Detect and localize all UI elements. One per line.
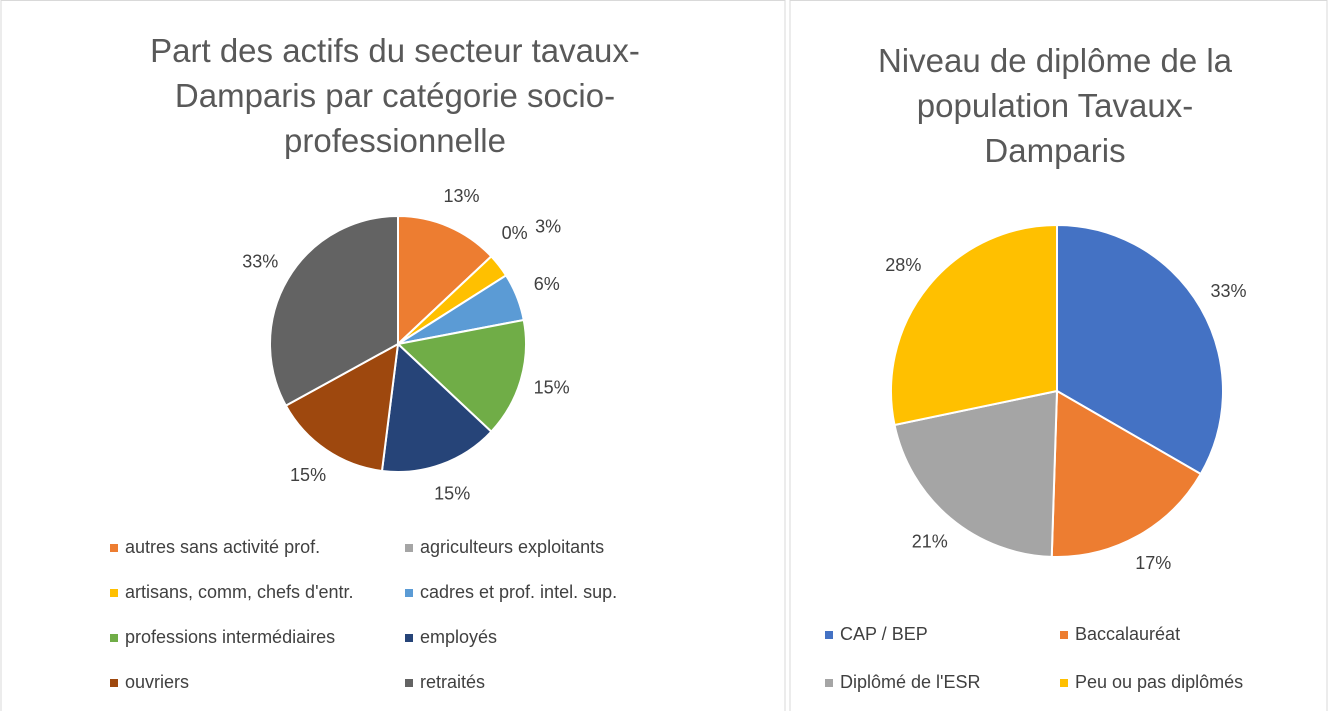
legend-marker bbox=[405, 634, 413, 642]
data-label: 0% bbox=[502, 223, 528, 243]
legend-marker bbox=[825, 679, 833, 687]
pie-slice bbox=[1050, 389, 1203, 558]
data-label: 21% bbox=[912, 531, 948, 551]
legend-label: employés bbox=[420, 627, 497, 647]
legend-label: agriculteurs exploitants bbox=[420, 537, 604, 557]
pie-slice bbox=[890, 223, 1058, 427]
legend-label: professions intermédiaires bbox=[125, 627, 335, 647]
legend-marker bbox=[1060, 679, 1068, 687]
chart-title: Part des actifs du secteur tavaux-Dampar… bbox=[150, 32, 640, 159]
panel-border bbox=[789, 0, 1328, 711]
data-label: 3% bbox=[535, 216, 561, 236]
panel-border bbox=[0, 0, 786, 711]
legend-label: cadres et prof. intel. sup. bbox=[420, 582, 617, 602]
data-label: 13% bbox=[444, 186, 480, 206]
legend-marker bbox=[405, 544, 413, 552]
pie-slice bbox=[380, 341, 493, 473]
pie-slice bbox=[395, 318, 527, 434]
legend-label: artisans, comm, chefs d'entr. bbox=[125, 582, 354, 602]
data-label: 33% bbox=[1210, 281, 1246, 301]
data-label: 6% bbox=[534, 274, 560, 294]
pie-slice bbox=[269, 214, 399, 408]
legend-label: autres sans activité prof. bbox=[125, 537, 320, 557]
legend-label: Peu ou pas diplômés bbox=[1075, 672, 1243, 692]
pie-slice bbox=[397, 214, 493, 347]
legend-marker bbox=[110, 634, 118, 642]
legend-marker bbox=[405, 679, 413, 687]
data-label: 15% bbox=[290, 465, 326, 485]
pie-slice bbox=[284, 342, 400, 473]
legend-label: ouvriers bbox=[125, 672, 189, 692]
legend-label: CAP / BEP bbox=[840, 624, 928, 644]
legend-marker bbox=[405, 589, 413, 597]
data-label: 33% bbox=[242, 251, 278, 271]
legend-marker bbox=[110, 679, 118, 687]
legend-marker bbox=[110, 589, 118, 597]
legend-label: Baccalauréat bbox=[1075, 624, 1180, 644]
legend-label: retraités bbox=[420, 672, 485, 692]
legend-marker bbox=[110, 544, 118, 552]
data-label: 15% bbox=[434, 483, 470, 503]
chart-title: Niveau de diplôme de la population Tavau… bbox=[877, 42, 1233, 169]
legend-marker bbox=[1060, 631, 1068, 639]
legend-marker bbox=[825, 631, 833, 639]
data-label: 28% bbox=[885, 255, 921, 275]
data-label: 17% bbox=[1135, 553, 1171, 573]
pie-slice bbox=[893, 389, 1059, 558]
data-label: 15% bbox=[534, 377, 570, 397]
pie-slice bbox=[1056, 223, 1224, 476]
legend-label: Diplômé de l'ESR bbox=[840, 672, 981, 692]
